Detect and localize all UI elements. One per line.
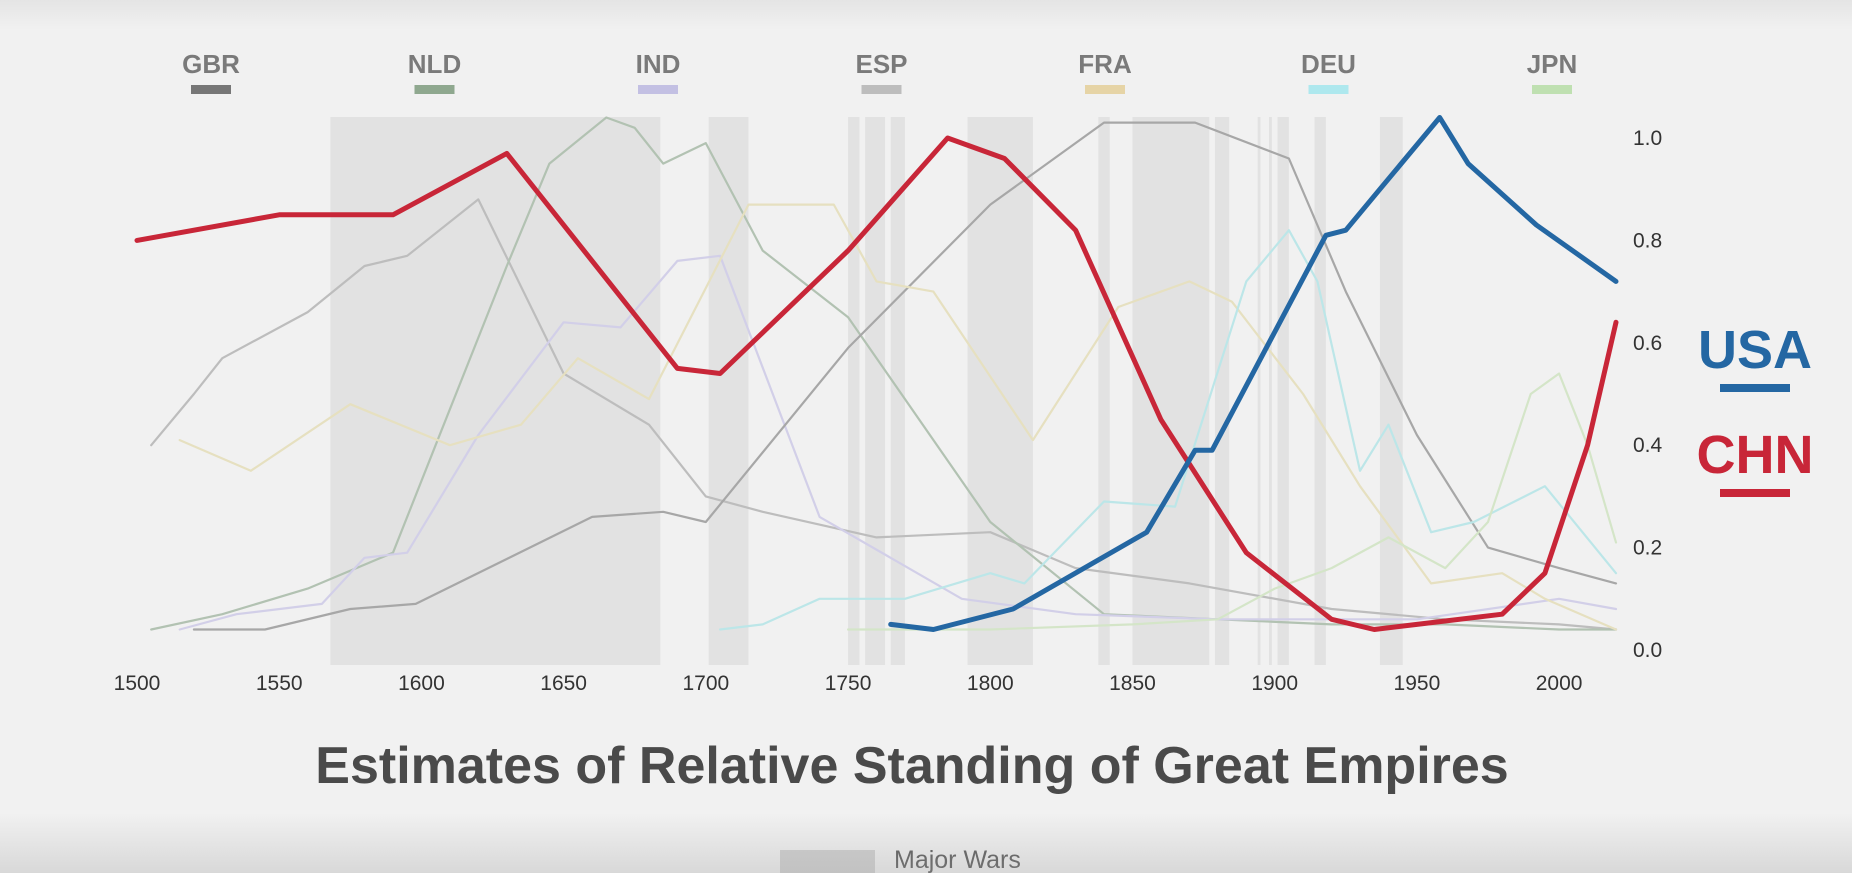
y-tick-label: 0.4 <box>1633 434 1663 457</box>
x-tick-label: 2000 <box>1536 672 1583 695</box>
legend-label-jpn: JPN <box>1527 49 1578 79</box>
x-axis-tick-labels: 1500 1550 1600 1650 1700 1750 1800 1850 1900 1950… <box>114 672 1583 695</box>
x-tick-label: 1800 <box>967 672 1014 695</box>
legend-swatch-gbr <box>191 85 231 94</box>
war-band-12 <box>1314 117 1326 665</box>
y-tick-label: 0.2 <box>1633 537 1662 560</box>
war-band-9 <box>1257 117 1261 665</box>
war-band-0 <box>330 117 661 665</box>
war-band-8 <box>1214 117 1230 665</box>
highlight-label-chn: CHN <box>1697 425 1814 485</box>
legend-swatch-nld <box>414 85 455 94</box>
legend-label-deu: DEU <box>1301 49 1356 79</box>
x-tick-label: 1700 <box>682 672 729 695</box>
legend-swatch-deu <box>1308 85 1349 94</box>
series-line-chn <box>134 135 1619 632</box>
legend-swatch-fra <box>1085 85 1125 94</box>
war-band-6 <box>1098 117 1110 665</box>
war-band-3 <box>865 117 886 665</box>
x-tick-label: 1550 <box>256 672 303 695</box>
legend-swatch-ind <box>638 85 678 94</box>
legend-label-esp: ESP <box>855 49 907 79</box>
war-band-7 <box>1132 117 1210 665</box>
series-line-fra <box>178 203 1618 631</box>
legend-label-ind: IND <box>636 49 681 79</box>
y-tick-label: 0.6 <box>1633 332 1662 355</box>
highlight-series <box>134 115 1619 632</box>
series-line-gbr <box>192 121 1618 631</box>
x-tick-label: 1850 <box>1109 672 1156 695</box>
x-tick-label: 1600 <box>398 672 445 695</box>
x-tick-label: 1900 <box>1251 672 1298 695</box>
y-tick-label: 0.0 <box>1633 639 1662 662</box>
x-tick-label: 1500 <box>114 672 161 695</box>
war-band-1 <box>708 117 749 665</box>
header-legend: GBR NLD IND ESP FRA DEU JPN <box>182 49 1577 94</box>
legend-swatch-esp <box>861 85 902 94</box>
x-tick-label: 1650 <box>540 672 587 695</box>
highlight-swatch-usa <box>1720 384 1790 392</box>
y-tick-label: 0.8 <box>1633 229 1662 252</box>
series-line-usa <box>888 115 1619 632</box>
series-line-esp <box>150 198 1618 631</box>
background-series <box>150 116 1618 631</box>
legend-label-gbr: GBR <box>182 49 240 79</box>
war-band-4 <box>890 117 905 665</box>
major-wars-legend-swatch <box>780 850 875 873</box>
legend-label-fra: FRA <box>1078 49 1132 79</box>
war-band-11 <box>1277 117 1289 665</box>
x-tick-label: 1950 <box>1394 672 1441 695</box>
series-line-jpn <box>846 372 1618 631</box>
major-wars-bands <box>330 117 1403 665</box>
x-tick-label: 1750 <box>825 672 872 695</box>
y-tick-label: 1.0 <box>1633 127 1662 150</box>
legend-swatch-jpn <box>1532 85 1572 94</box>
war-band-10 <box>1269 117 1272 665</box>
major-wars-legend-label: Major Wars <box>894 846 1021 873</box>
y-axis-tick-labels: 0.0 0.2 0.4 0.6 0.8 1.0 <box>1633 127 1663 662</box>
series-line-ind <box>178 254 1618 631</box>
highlight-swatch-chn <box>1720 489 1790 497</box>
legend-label-nld: NLD <box>408 49 461 79</box>
series-line-deu <box>718 229 1618 631</box>
war-band-13 <box>1379 117 1403 665</box>
highlight-label-usa: USA <box>1698 320 1812 380</box>
series-line-nld <box>150 116 1618 631</box>
war-band-2 <box>848 117 860 665</box>
highlight-legend: USA CHN <box>1697 320 1814 497</box>
chart-title: Estimates of Relative Standing of Great … <box>315 737 1508 795</box>
